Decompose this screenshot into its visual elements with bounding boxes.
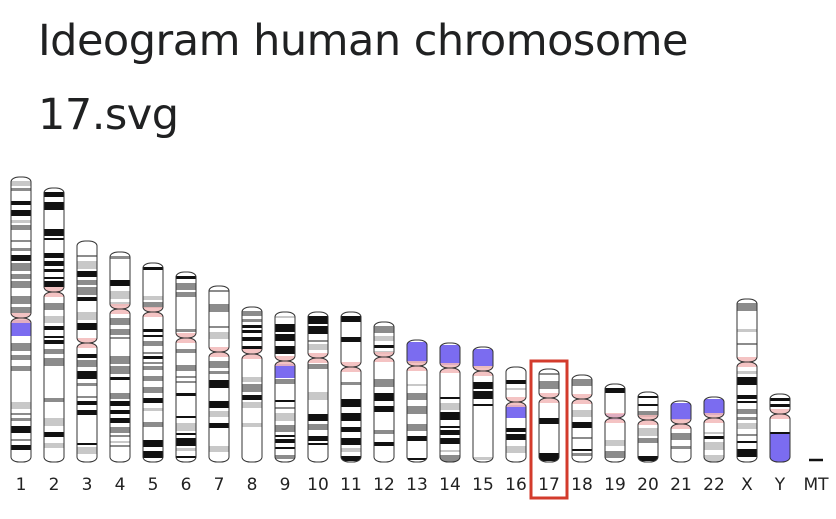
chromosome-20 xyxy=(637,391,659,463)
chromosome-label-14: 14 xyxy=(439,475,461,495)
chromosome-2 xyxy=(43,187,65,463)
chromosome-label-3: 3 xyxy=(82,475,93,495)
chromosome-label-21: 21 xyxy=(670,475,692,495)
chromosome-label-16: 16 xyxy=(505,475,527,495)
chromosome-12 xyxy=(373,321,395,463)
chromosome-8 xyxy=(241,306,263,463)
chromosome-label-17: 17 xyxy=(538,475,560,495)
chromosome-label-9: 9 xyxy=(280,475,291,495)
chromosome-11 xyxy=(340,311,362,463)
page-title: Ideogram human chromosome 17.svg xyxy=(38,16,688,140)
chromosome-label-7: 7 xyxy=(214,475,225,495)
chromosome-18 xyxy=(571,374,593,463)
chromosome-y xyxy=(769,393,791,463)
chromosome-label-y: Y xyxy=(774,475,786,495)
chromosome-4 xyxy=(109,251,131,463)
chromosome-label-18: 18 xyxy=(571,475,593,495)
chromosome-label-20: 20 xyxy=(637,475,659,495)
chromosome-label-11: 11 xyxy=(340,475,362,495)
chromosome-label-1: 1 xyxy=(16,475,27,495)
chromosome-label-x: X xyxy=(741,475,753,495)
chromosome-label-5: 5 xyxy=(148,475,159,495)
chromosome-label-15: 15 xyxy=(472,475,494,495)
chromosome-label-12: 12 xyxy=(373,475,395,495)
chromosome-3 xyxy=(76,240,98,463)
chromosome-1 xyxy=(10,176,32,463)
chromosome-6 xyxy=(175,271,197,463)
chromosome-17-highlight-box xyxy=(529,359,569,500)
chromosome-label-22: 22 xyxy=(703,475,725,495)
chromosome-19 xyxy=(604,383,626,463)
chromosome-5 xyxy=(142,262,164,463)
chromosome-x xyxy=(736,298,758,463)
chromosome-21 xyxy=(670,400,692,463)
chromosome-14 xyxy=(439,342,461,463)
chromosome-22 xyxy=(703,396,725,463)
chromosome-16 xyxy=(505,366,527,463)
chromosome-label-13: 13 xyxy=(406,475,428,495)
chromosome-label-2: 2 xyxy=(49,475,60,495)
chromosome-10 xyxy=(307,311,329,463)
chromosome-7 xyxy=(208,285,230,463)
chromosome-label-19: 19 xyxy=(604,475,626,495)
chromosome-label-10: 10 xyxy=(307,475,329,495)
chromosome-label-4: 4 xyxy=(115,475,126,495)
chromosome-label-mt: MT xyxy=(803,475,829,495)
chromosome-13 xyxy=(406,339,428,463)
chromosome-label-8: 8 xyxy=(247,475,258,495)
chromosome-9 xyxy=(274,311,296,463)
chromosome-15 xyxy=(472,346,494,463)
chromosome-label-6: 6 xyxy=(181,475,192,495)
chromosome-17 xyxy=(538,368,560,463)
